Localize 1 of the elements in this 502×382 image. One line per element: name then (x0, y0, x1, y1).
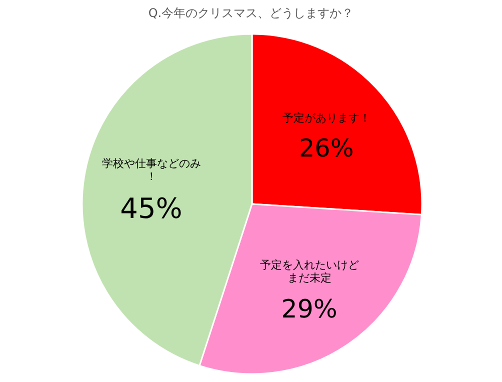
title: Q.今年のクリスマス、どうしますか？ (148, 6, 354, 20)
